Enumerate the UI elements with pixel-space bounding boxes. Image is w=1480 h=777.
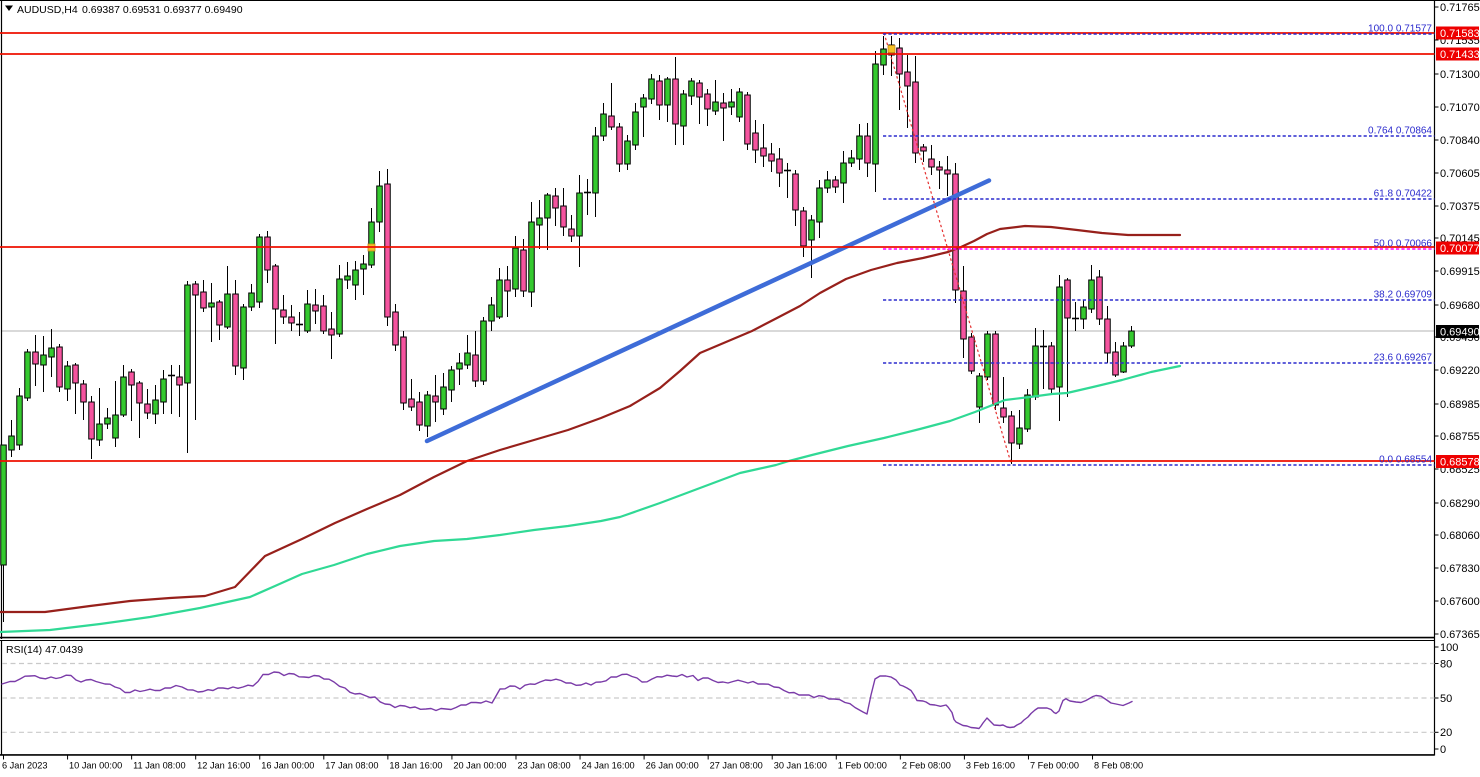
svg-text:12 Jan 16:00: 12 Jan 16:00: [197, 761, 250, 771]
svg-text:7 Feb 00:00: 7 Feb 00:00: [1030, 761, 1079, 771]
svg-text:0.67365: 0.67365: [1440, 629, 1480, 641]
svg-text:0.764 0.70864: 0.764 0.70864: [1368, 126, 1432, 137]
svg-text:100: 100: [1440, 642, 1458, 654]
svg-text:2 Feb 08:00: 2 Feb 08:00: [902, 761, 951, 771]
svg-text:0.68060: 0.68060: [1440, 530, 1480, 542]
svg-text:11 Jan 08:00: 11 Jan 08:00: [133, 761, 185, 771]
svg-text:0.69490: 0.69490: [1440, 326, 1480, 338]
svg-text:38.2 0.69709: 38.2 0.69709: [1374, 290, 1433, 301]
svg-text:0.71765: 0.71765: [1440, 2, 1480, 14]
svg-text:26 Jan 00:00: 26 Jan 00:00: [646, 761, 699, 771]
svg-text:0.68578: 0.68578: [1440, 456, 1480, 468]
svg-text:0.67600: 0.67600: [1440, 596, 1480, 608]
svg-text:0.69387 0.69531 0.69377 0.6949: 0.69387 0.69531 0.69377 0.69490: [82, 4, 243, 16]
svg-text:AUDUSD,H4: AUDUSD,H4: [17, 4, 78, 16]
svg-text:0.71583: 0.71583: [1440, 28, 1480, 40]
svg-text:0.68755: 0.68755: [1440, 431, 1480, 443]
svg-text:50.0 0.70066: 50.0 0.70066: [1374, 239, 1433, 250]
svg-text:20: 20: [1440, 727, 1452, 739]
svg-text:1 Feb 00:00: 1 Feb 00:00: [838, 761, 887, 771]
svg-text:27 Jan 08:00: 27 Jan 08:00: [710, 761, 763, 771]
svg-text:0.70840: 0.70840: [1440, 135, 1480, 147]
svg-text:3 Feb 16:00: 3 Feb 16:00: [966, 761, 1015, 771]
svg-text:0.69220: 0.69220: [1440, 365, 1480, 377]
svg-text:18 Jan 16:00: 18 Jan 16:00: [389, 761, 442, 771]
svg-text:0.67830: 0.67830: [1440, 563, 1480, 575]
svg-text:23 Jan 08:00: 23 Jan 08:00: [517, 761, 570, 771]
svg-text:0.69915: 0.69915: [1440, 266, 1480, 278]
svg-text:RSI(14) 47.0439: RSI(14) 47.0439: [6, 644, 83, 656]
svg-text:0.70605: 0.70605: [1440, 168, 1480, 180]
svg-text:24 Jan 16:00: 24 Jan 16:00: [582, 761, 635, 771]
svg-text:23.6 0.69267: 23.6 0.69267: [1374, 353, 1433, 364]
svg-text:16 Jan 00:00: 16 Jan 00:00: [261, 761, 314, 771]
svg-text:17 Jan 08:00: 17 Jan 08:00: [325, 761, 378, 771]
svg-text:0.68985: 0.68985: [1440, 399, 1480, 411]
svg-text:8 Feb 08:00: 8 Feb 08:00: [1094, 761, 1143, 771]
svg-text:0: 0: [1440, 744, 1446, 756]
svg-text:0.71070: 0.71070: [1440, 102, 1480, 114]
svg-text:50: 50: [1440, 693, 1452, 705]
svg-text:0.70375: 0.70375: [1440, 201, 1480, 213]
svg-text:0.71300: 0.71300: [1440, 69, 1480, 81]
svg-text:0.68290: 0.68290: [1440, 498, 1480, 510]
svg-text:10 Jan 00:00: 10 Jan 00:00: [69, 761, 122, 771]
svg-text:30 Jan 16:00: 30 Jan 16:00: [774, 761, 827, 771]
svg-text:100.0 0.71577: 100.0 0.71577: [1368, 24, 1432, 35]
svg-text:0.69680: 0.69680: [1440, 300, 1480, 312]
svg-text:0.71433: 0.71433: [1440, 49, 1480, 61]
svg-text:80: 80: [1440, 658, 1452, 670]
svg-text:0.70077: 0.70077: [1440, 243, 1480, 255]
svg-text:61.8 0.70422: 61.8 0.70422: [1374, 189, 1433, 200]
svg-text:0.0 0.68554: 0.0 0.68554: [1379, 455, 1432, 466]
svg-text:20 Jan 00:00: 20 Jan 00:00: [453, 761, 506, 771]
svg-text:6 Jan 2023: 6 Jan 2023: [2, 761, 47, 771]
